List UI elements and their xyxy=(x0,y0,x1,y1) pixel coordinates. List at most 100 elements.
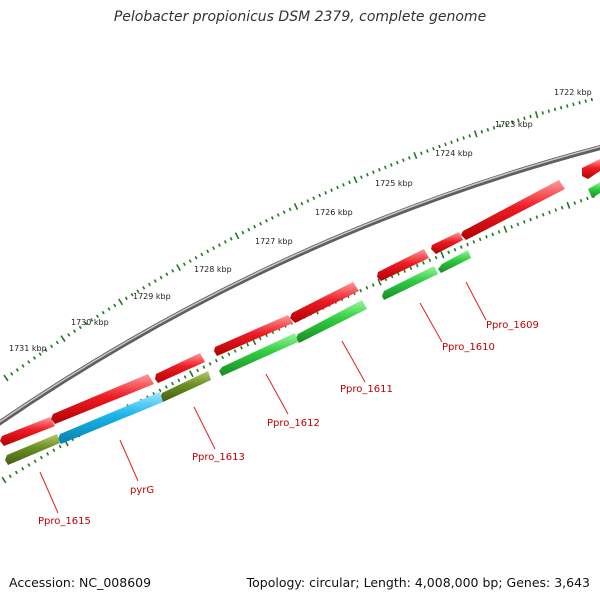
gene-label-leaders xyxy=(39,281,487,514)
minor-tick xyxy=(300,201,304,206)
minor-tick xyxy=(553,107,557,112)
minor-tick xyxy=(312,196,316,201)
minor-tick xyxy=(223,240,227,244)
minor-tick xyxy=(434,255,438,260)
minor-tick xyxy=(586,196,589,201)
major-tick xyxy=(473,130,478,138)
forward-gene-7[interactable] xyxy=(155,353,205,383)
minor-tick xyxy=(486,128,490,132)
major-tick xyxy=(293,202,299,211)
minor-tick xyxy=(270,216,274,220)
minor-tick xyxy=(27,360,31,364)
leader-ppro-1613 xyxy=(193,406,216,450)
minor-tick xyxy=(240,346,243,350)
major-tick xyxy=(234,232,240,240)
minor-tick xyxy=(46,452,50,456)
minor-tick xyxy=(21,466,25,471)
scale-label-1722: 1722 kbp xyxy=(554,88,592,97)
minor-tick xyxy=(456,138,459,142)
reverse-gene-ppro-1615[interactable] xyxy=(5,434,60,465)
major-tick xyxy=(60,335,66,343)
minor-tick xyxy=(212,246,216,250)
forward-gene-6[interactable] xyxy=(214,315,293,356)
minor-tick xyxy=(541,212,545,217)
major-tick xyxy=(503,225,508,233)
minor-tick xyxy=(409,266,413,271)
scale-label-1726: 1726 kbp xyxy=(315,208,353,217)
gene-label-ppro-1609: Ppro_1609 xyxy=(486,320,539,331)
minor-tick xyxy=(548,210,551,215)
reverse-gene-ppro-1613[interactable] xyxy=(160,371,211,402)
reverse-gene-ppro-1609[interactable] xyxy=(438,250,471,273)
minor-tick xyxy=(208,362,212,366)
minor-tick xyxy=(579,198,583,203)
minor-tick xyxy=(214,358,218,363)
minor-tick xyxy=(523,116,526,121)
minor-tick xyxy=(8,474,12,479)
minor-tick xyxy=(306,199,310,203)
gene-label-ppro-1615: Ppro_1615 xyxy=(38,516,91,527)
leader-pyrg xyxy=(119,439,139,482)
minor-tick xyxy=(171,269,175,273)
minor-tick xyxy=(504,122,508,126)
minor-tick xyxy=(44,348,48,352)
minor-tick xyxy=(233,349,237,353)
minor-tick xyxy=(348,180,351,185)
forward-gene-5[interactable] xyxy=(290,282,359,323)
minor-tick xyxy=(402,158,405,162)
minor-tick xyxy=(403,269,407,273)
minor-tick xyxy=(535,215,539,219)
minor-tick xyxy=(39,455,43,460)
minor-tick xyxy=(50,344,54,349)
forward-gene-8[interactable] xyxy=(51,374,154,424)
minor-tick xyxy=(14,470,18,475)
major-tick xyxy=(534,111,539,119)
reverse-gene-pyrg[interactable] xyxy=(58,392,163,444)
minor-tick xyxy=(33,459,37,464)
minor-tick xyxy=(265,219,268,223)
minor-tick xyxy=(55,340,59,345)
forward-gene-3[interactable] xyxy=(431,232,463,254)
minor-tick xyxy=(258,336,262,341)
minor-tick xyxy=(522,220,526,224)
forward-gene-1[interactable] xyxy=(582,159,600,179)
minor-tick xyxy=(578,100,581,105)
minor-tick xyxy=(159,275,163,280)
minor-tick xyxy=(206,249,210,254)
minor-tick xyxy=(480,130,484,134)
minor-tick xyxy=(259,221,262,226)
forward-strand xyxy=(0,159,600,446)
forward-gene-4[interactable] xyxy=(377,249,429,281)
minor-tick xyxy=(415,263,419,268)
minor-tick xyxy=(247,227,251,232)
minor-tick xyxy=(27,463,31,467)
reverse-gene-unlabeled[interactable] xyxy=(588,182,600,198)
minor-tick xyxy=(342,183,345,187)
minor-tick xyxy=(573,201,577,205)
minor-tick xyxy=(517,118,520,122)
minor-tick xyxy=(366,172,369,177)
scale-labels: 1722 kbp 1723 kbp 1724 kbp 1725 kbp 1726… xyxy=(9,88,592,353)
minor-tick xyxy=(95,314,100,319)
minor-tick xyxy=(15,368,19,372)
genome-summary-text: Topology: circular; Length: 4,008,000 bp… xyxy=(246,575,590,590)
minor-tick xyxy=(378,167,381,172)
reverse-gene-ppro-1610[interactable] xyxy=(382,266,438,300)
gene-label-ppro-1613: Ppro_1613 xyxy=(192,452,245,463)
minor-tick xyxy=(217,243,221,247)
minor-tick xyxy=(360,175,363,180)
minor-tick xyxy=(389,163,393,167)
minor-tick xyxy=(590,97,594,102)
scale-label-1725: 1725 kbp xyxy=(375,179,413,188)
minor-tick xyxy=(246,342,250,347)
minor-tick xyxy=(492,126,496,130)
minor-tick xyxy=(196,368,200,373)
minor-tick xyxy=(171,381,175,386)
forward-gene-2[interactable] xyxy=(461,180,565,240)
major-tick xyxy=(176,264,181,271)
forward-gene-9[interactable] xyxy=(0,417,55,446)
minor-tick xyxy=(229,237,233,241)
reverse-gene-ppro-1612[interactable] xyxy=(219,333,298,376)
reverse-gene-ppro-1611[interactable] xyxy=(296,300,367,343)
